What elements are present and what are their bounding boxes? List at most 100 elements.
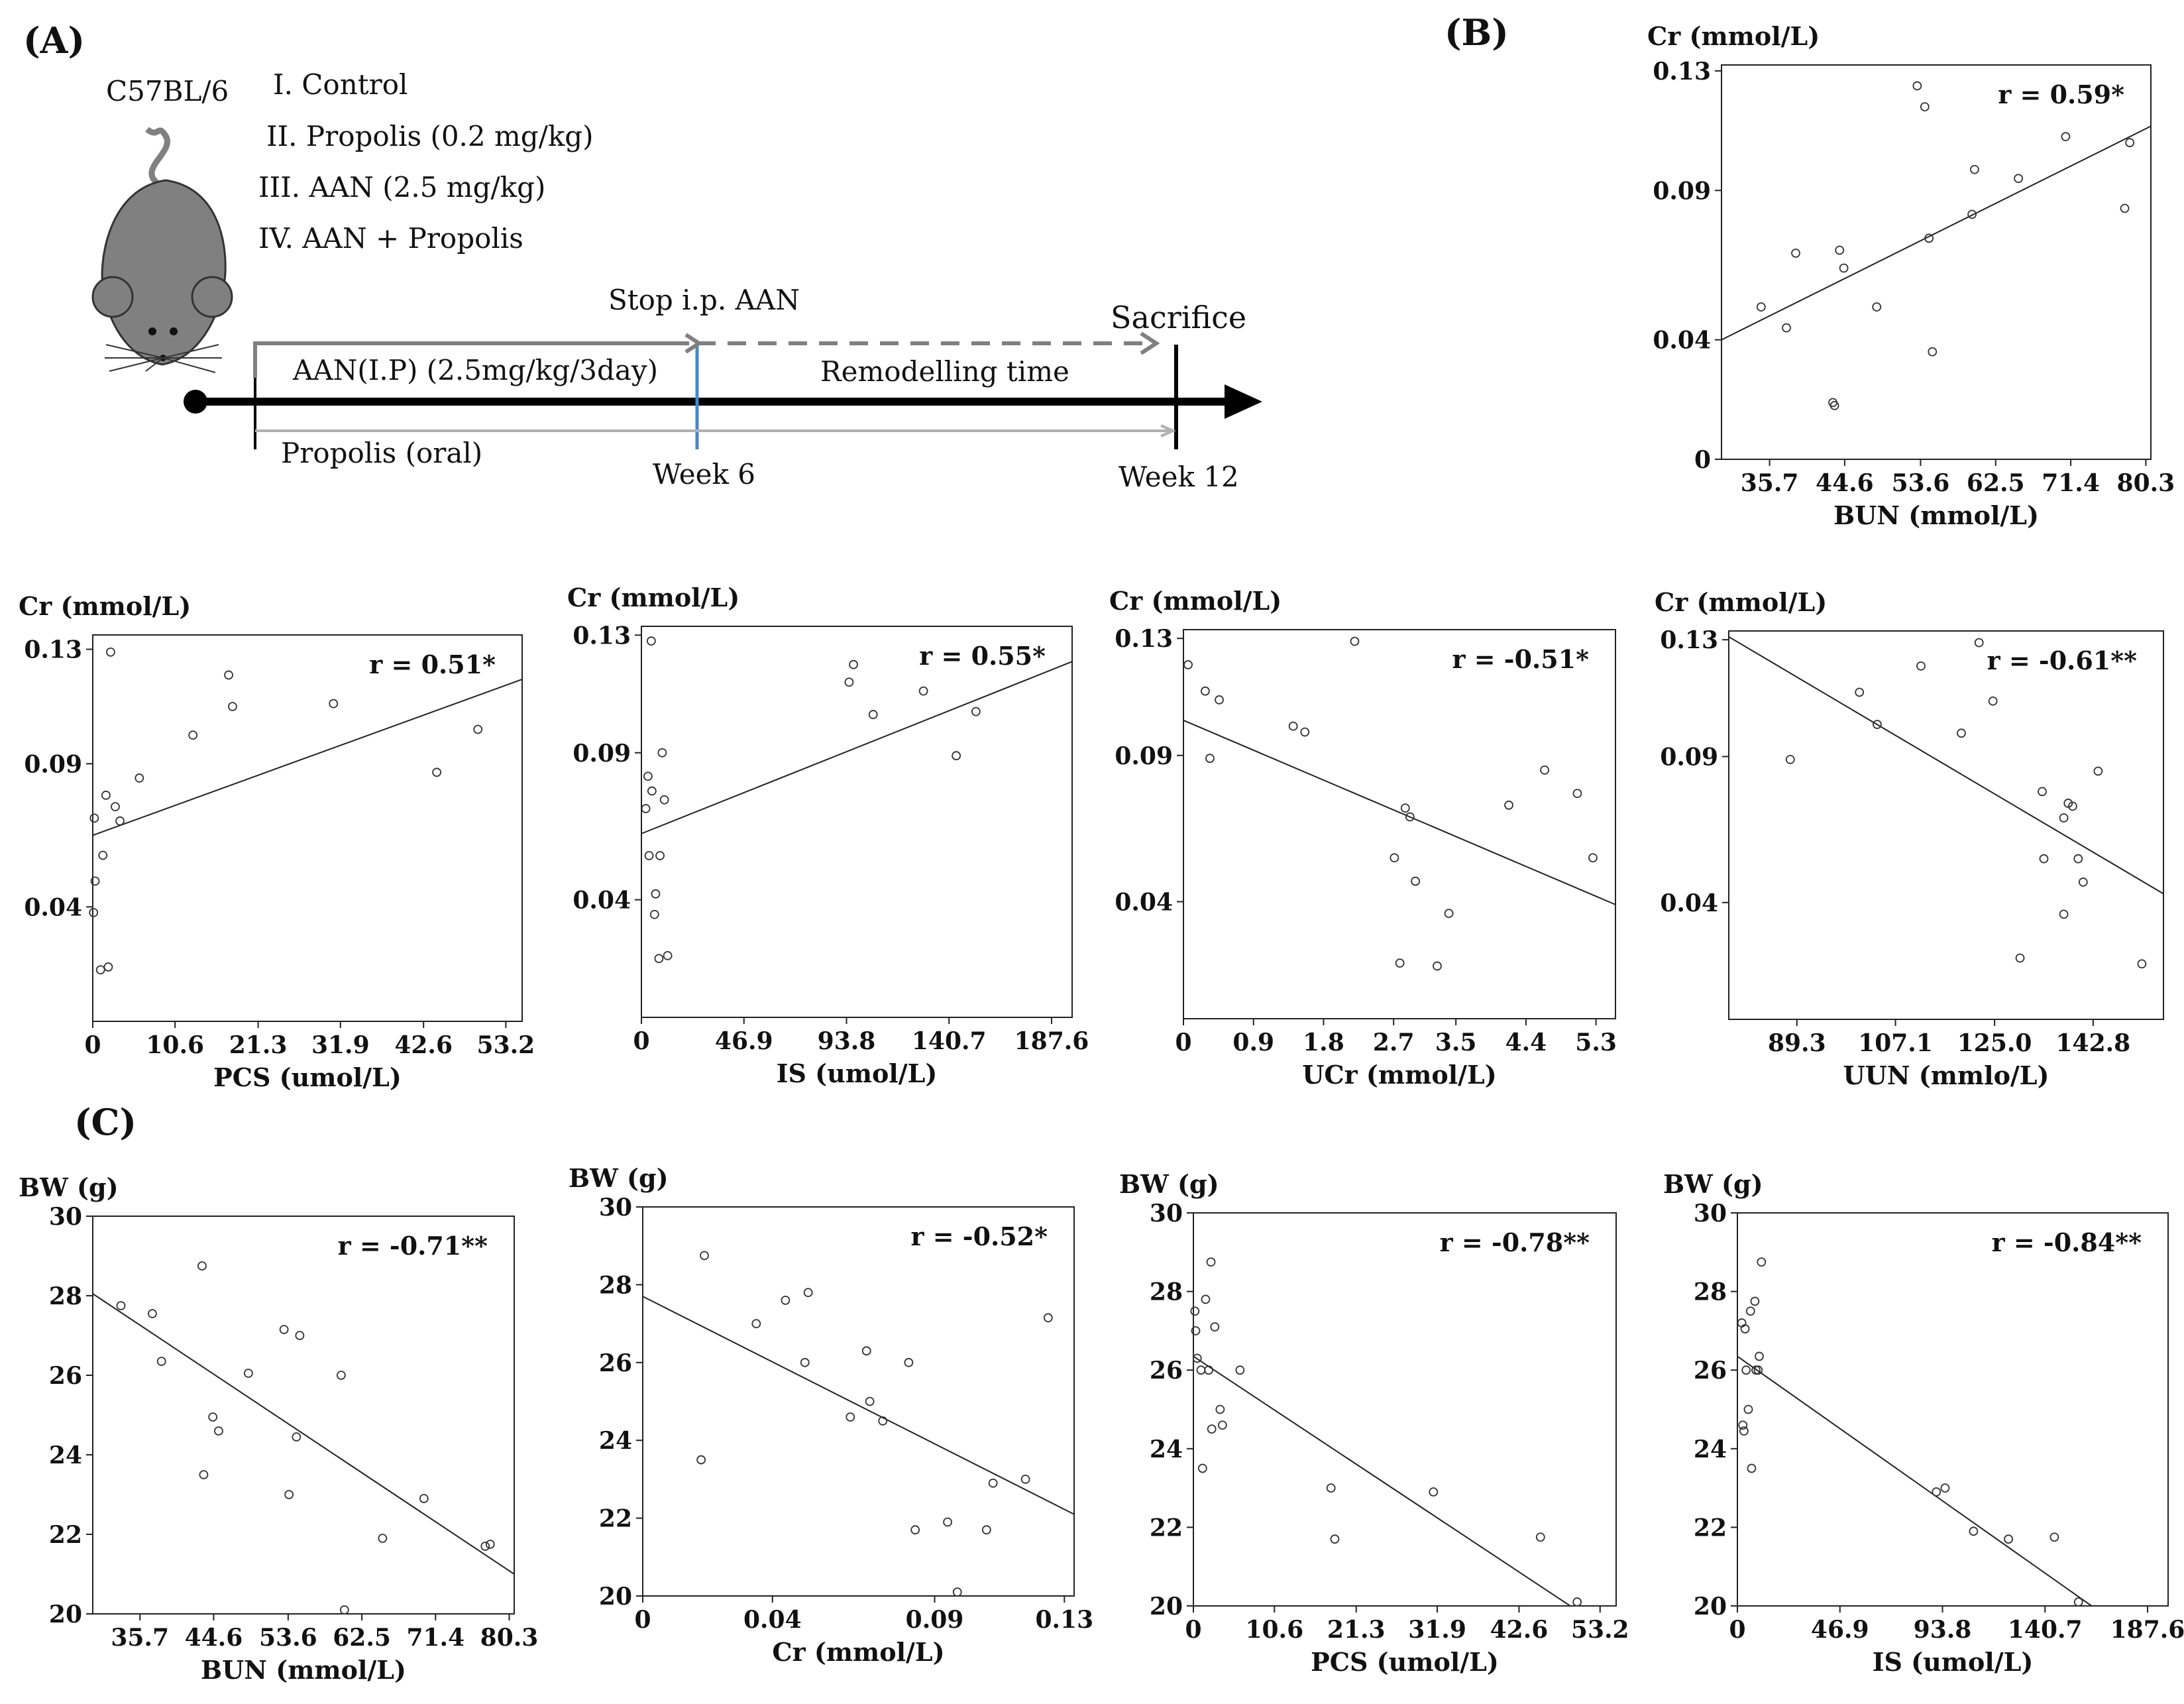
data-point	[1969, 1526, 1979, 1536]
data-point	[1916, 661, 1926, 671]
x-tick-label: 10.6	[146, 1031, 204, 1059]
y-axis-title: BW (g)	[19, 1172, 119, 1202]
data-point	[2004, 1534, 2014, 1544]
group-label-3: III. AAN (2.5 mg/kg)	[258, 171, 545, 203]
sacrifice-label: Sacrifice	[1111, 300, 1246, 335]
data-point	[135, 773, 144, 783]
x-tick-label: 80.3	[2117, 469, 2175, 497]
propolis-arrow	[1160, 424, 1176, 437]
data-point	[2015, 953, 2025, 963]
scatter-plot-b-bun: 0 0.04 0.09 0.13 35.7 44.6 53.6 62.5 71.4 80.3 Cr …	[1647, 21, 2175, 530]
data-point	[641, 804, 651, 813]
x-tick-label: 0.04	[743, 1606, 802, 1634]
x-tick-label: 142.8	[2056, 1029, 2131, 1057]
x-tick-label: 0.09	[906, 1606, 964, 1634]
y-tick-label: 20	[1150, 1593, 1183, 1620]
x-tick-label: 80.3	[480, 1624, 539, 1652]
data-point	[904, 1357, 914, 1367]
data-point	[1395, 958, 1405, 968]
panel-label-c: (C)	[74, 1101, 136, 1143]
data-point	[1745, 1306, 1755, 1316]
data-point	[651, 889, 661, 899]
y-tick-label: 0.04	[573, 887, 631, 915]
data-point	[1928, 347, 1938, 357]
scatter-plot-c-is: 20 22 24 26 28 30 0 46.9 93.8 140.7 187.6 BW (g) IS …	[1663, 1169, 2184, 1677]
x-tick-label: 53.6	[259, 1624, 317, 1652]
data-point	[1429, 1487, 1439, 1497]
x-tick-label: 71.4	[2042, 469, 2100, 497]
data-point	[2038, 787, 2047, 797]
x-tick-label: 46.9	[1811, 1616, 1869, 1644]
data-point	[1743, 1404, 1753, 1414]
y-tick-label: 20	[1694, 1593, 1727, 1620]
y-tick-label: 0.09	[24, 750, 82, 778]
data-point	[295, 1331, 305, 1340]
x-tick-label: 10.6	[1245, 1616, 1303, 1644]
x-tick-label: 2.7	[1373, 1029, 1415, 1056]
data-point	[943, 1517, 953, 1527]
data-point	[1967, 209, 1977, 219]
data-point	[751, 1319, 761, 1328]
data-point	[1201, 1294, 1211, 1304]
data-point	[1753, 1365, 1763, 1375]
data-point	[1912, 81, 1922, 91]
data-point	[1855, 687, 1865, 697]
data-point	[2049, 1532, 2059, 1542]
data-point	[115, 816, 125, 826]
y-tick-label: 24	[49, 1442, 82, 1469]
data-point	[2059, 813, 2069, 823]
data-point	[1196, 1365, 1206, 1375]
panel-label-a: (A)	[23, 19, 85, 62]
regression-line	[1728, 636, 2164, 895]
data-point	[1572, 789, 1582, 799]
aan-dose-label: AAN(I.P) (2.5mg/kg/3day)	[292, 354, 658, 386]
x-tick-label: 3.5	[1435, 1029, 1477, 1056]
data-point	[663, 950, 673, 960]
x-tick-label: 0	[84, 1031, 101, 1059]
x-axis-title: Cr (mmol/L)	[772, 1637, 944, 1667]
regression-line	[641, 661, 1073, 834]
y-tick-label: 0.09	[573, 740, 631, 767]
data-point	[329, 699, 339, 709]
x-tick-label: 42.6	[394, 1031, 453, 1059]
data-point	[844, 677, 854, 687]
data-point	[696, 1455, 706, 1465]
x-tick-label: 53.2	[1571, 1616, 1629, 1644]
data-point	[1288, 721, 1298, 731]
y-tick-label: 28	[1150, 1278, 1183, 1306]
regression-line	[642, 1296, 1075, 1515]
data-point	[1738, 1420, 1748, 1430]
y-tick-label: 0.04	[1660, 889, 1718, 917]
x-tick-label: 107.1	[1858, 1029, 1933, 1057]
data-point	[1791, 249, 1800, 258]
correlation-label: r = -0.71**	[338, 1231, 488, 1261]
data-point	[952, 751, 961, 761]
data-point	[2059, 909, 2069, 919]
strain-label: C57BL/6	[106, 75, 229, 107]
x-axis-title: UCr (mmol/L)	[1302, 1060, 1496, 1090]
y-tick-label: 22	[49, 1521, 82, 1549]
plot-frame	[641, 626, 1073, 1018]
data-point	[2039, 854, 2049, 864]
y-tick-label: 0.09	[1660, 743, 1718, 771]
y-tick-label: 24	[599, 1427, 632, 1455]
data-point	[988, 1478, 998, 1488]
remodelling-arrow	[1140, 331, 1160, 355]
regression-line	[92, 678, 523, 836]
y-tick-label: 0.04	[24, 893, 82, 921]
data-point	[981, 1525, 991, 1535]
week12-label: Week 12	[1119, 461, 1239, 493]
data-point	[803, 1288, 813, 1298]
data-point	[1572, 1597, 1582, 1607]
data-point	[1205, 754, 1215, 764]
x-tick-label: 89.3	[1768, 1029, 1826, 1057]
x-tick-label: 140.7	[2008, 1616, 2083, 1644]
data-point	[1540, 765, 1549, 775]
data-point	[2120, 203, 2130, 213]
x-tick-label: 35.7	[1741, 469, 1799, 497]
data-point	[644, 851, 654, 860]
scatter-plot-c-cr: 20 22 24 26 28 30 0 0.04 0.09 0.13 BW (g) Cr (mmol/…	[569, 1163, 1093, 1667]
x-tick-label: 0	[1185, 1616, 1201, 1644]
data-point	[1957, 728, 1966, 738]
